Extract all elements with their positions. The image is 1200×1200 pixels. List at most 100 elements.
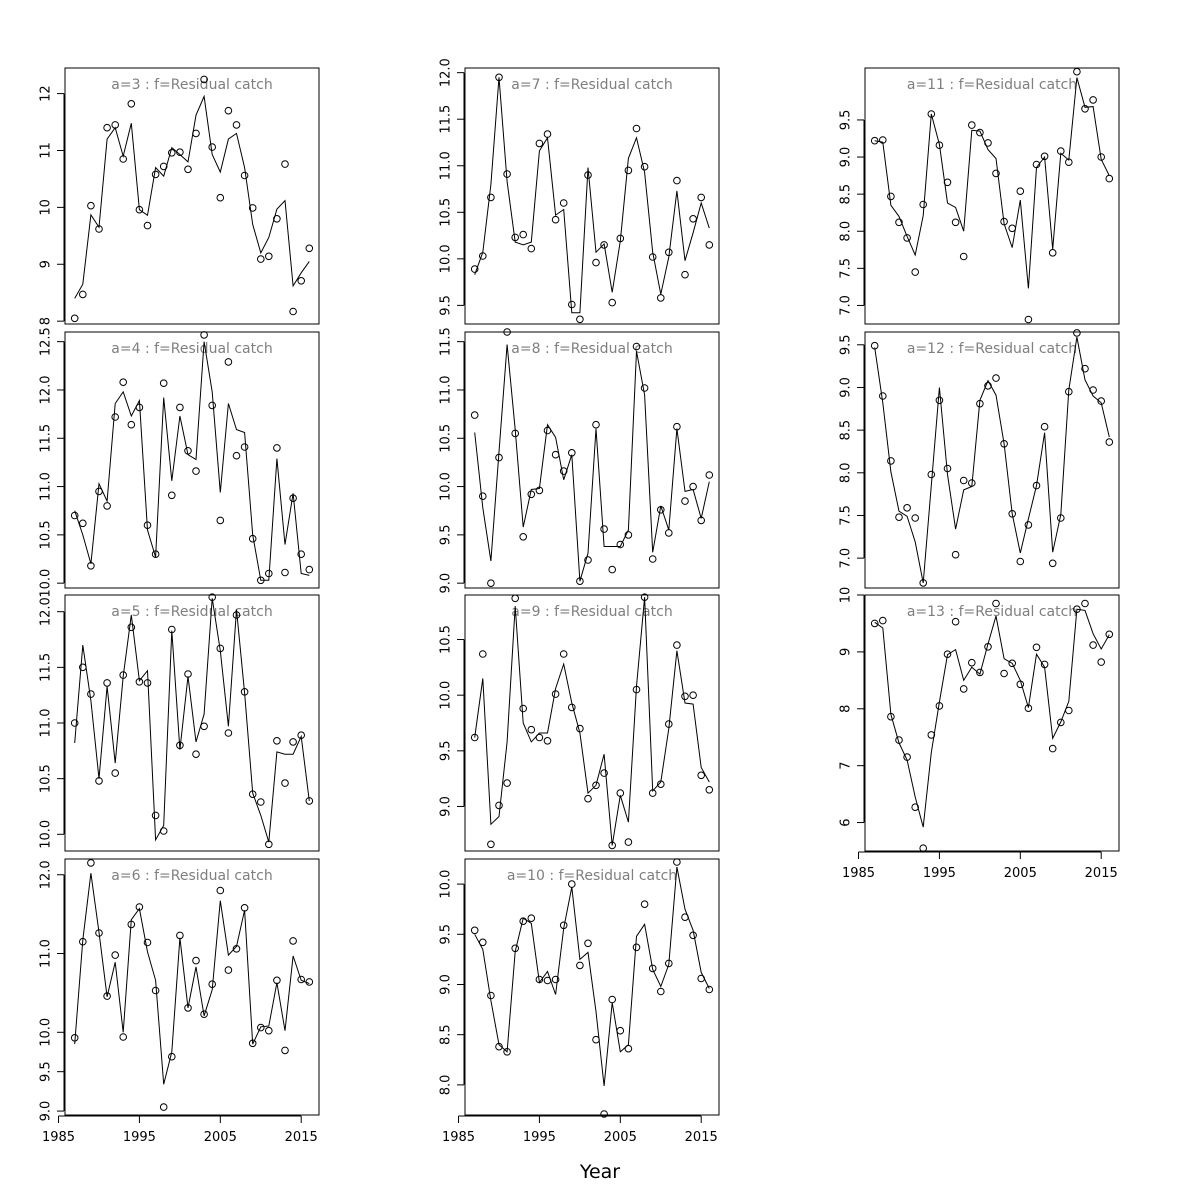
observed-point bbox=[584, 171, 592, 179]
observed-point bbox=[200, 331, 208, 339]
panel-title: a=3 : f=Residual catch bbox=[111, 77, 272, 93]
observed-point bbox=[648, 964, 657, 973]
fitted-line bbox=[474, 344, 710, 582]
panel-frame bbox=[464, 594, 720, 852]
observed-point bbox=[1073, 67, 1081, 76]
observed-point bbox=[665, 720, 673, 728]
x-tick-label: 2015 bbox=[685, 1130, 718, 1145]
panel-2: a=4 : f=Residual catch 10.0 10.5 11.0 11.5 12… bbox=[39, 327, 320, 598]
observed-point bbox=[648, 789, 657, 797]
fitted-line bbox=[474, 77, 710, 314]
observed-point bbox=[470, 411, 479, 419]
panel-9: a=11 : f=Residual catch 7.0 7.5 8.0 8.5 9.0 9.… bbox=[839, 67, 1120, 325]
observed-point bbox=[681, 692, 689, 701]
y-tick-label: 9.0 bbox=[839, 377, 854, 398]
observed-point bbox=[503, 328, 511, 336]
y-tick-label: 9.5 bbox=[839, 110, 854, 131]
observed-point bbox=[248, 1039, 257, 1048]
observed-point bbox=[1089, 641, 1097, 649]
observed-point bbox=[1016, 557, 1025, 566]
y-tick-label: 10.5 bbox=[39, 520, 54, 549]
observed-point bbox=[551, 690, 560, 698]
observed-point bbox=[1065, 706, 1073, 715]
observed-point bbox=[1048, 744, 1057, 753]
observed-point bbox=[305, 565, 314, 574]
observed-point bbox=[281, 160, 289, 168]
x-tick-label: 1985 bbox=[842, 866, 875, 881]
observed-point bbox=[111, 769, 119, 777]
observed-point bbox=[543, 976, 552, 985]
observed-point bbox=[568, 449, 576, 457]
observed-point bbox=[616, 1026, 625, 1035]
observed-point bbox=[119, 155, 127, 163]
observed-point bbox=[1008, 659, 1017, 668]
observed-point bbox=[681, 913, 689, 922]
observed-point bbox=[887, 712, 895, 721]
observed-point bbox=[111, 121, 119, 129]
observed-point bbox=[1024, 704, 1033, 713]
y-tick-label: 8.0 bbox=[439, 1075, 454, 1096]
observed-point bbox=[665, 248, 673, 257]
observed-point bbox=[184, 670, 192, 678]
observed-point bbox=[968, 658, 976, 667]
observed-point bbox=[265, 252, 273, 261]
observed-point bbox=[608, 841, 617, 850]
observed-point bbox=[1016, 680, 1025, 689]
fitted-line bbox=[874, 608, 1110, 828]
observed-point bbox=[176, 403, 184, 412]
observed-point bbox=[1057, 514, 1065, 522]
y-tick-label: 11.0 bbox=[39, 939, 54, 968]
observed-point bbox=[1065, 158, 1073, 166]
observed-point bbox=[232, 611, 241, 619]
observed-point bbox=[559, 921, 568, 930]
panel-11: a=13 : f=Residual catch 6 7 8 9 10 1985 1995 200… bbox=[839, 587, 1120, 881]
observed-point bbox=[281, 568, 289, 577]
observed-point bbox=[568, 300, 576, 309]
observed-point bbox=[470, 733, 479, 742]
panel-title: a=13 : f=Residual catch bbox=[907, 604, 1077, 620]
observed-point bbox=[559, 650, 568, 658]
observed-point bbox=[192, 750, 200, 759]
observed-point bbox=[297, 731, 306, 740]
panel-frame bbox=[64, 67, 320, 325]
observed-point bbox=[1040, 152, 1049, 161]
observed-point bbox=[159, 379, 168, 388]
fitted-line bbox=[874, 337, 1110, 583]
observed-point bbox=[87, 562, 95, 570]
observed-point bbox=[673, 422, 681, 431]
panel-frame bbox=[64, 331, 320, 589]
observed-point bbox=[103, 123, 111, 132]
observed-point bbox=[689, 931, 697, 940]
observed-point bbox=[1073, 605, 1081, 614]
observed-point bbox=[1081, 105, 1089, 113]
y-tick-label: 12.0 bbox=[39, 375, 54, 404]
observed-point bbox=[111, 413, 119, 421]
observed-point bbox=[640, 900, 649, 909]
panel-title: a=11 : f=Residual catch bbox=[907, 77, 1077, 93]
observed-point bbox=[992, 169, 1000, 178]
observed-point bbox=[487, 579, 495, 588]
observed-point bbox=[273, 215, 281, 223]
panel-3: a=5 : f=Residual catch 10.0 10.5 11.0 11.5 12… bbox=[39, 593, 320, 852]
observed-point bbox=[495, 453, 503, 462]
x-tick-label: 1995 bbox=[523, 1130, 556, 1145]
observed-point bbox=[79, 663, 87, 672]
panel-title: a=6 : f=Residual catch bbox=[111, 868, 272, 884]
observed-point bbox=[887, 192, 895, 201]
observed-point bbox=[208, 401, 216, 410]
y-tick-label: 8.5 bbox=[839, 184, 854, 205]
observed-point bbox=[959, 476, 968, 485]
y-tick-label: 9.0 bbox=[439, 974, 454, 995]
observed-point bbox=[535, 486, 544, 495]
observed-point bbox=[903, 504, 911, 512]
observed-point bbox=[689, 482, 697, 491]
observed-point bbox=[119, 671, 127, 679]
y-tick-label: 8.0 bbox=[839, 221, 854, 242]
observed-point bbox=[176, 741, 184, 750]
observed-point bbox=[584, 794, 592, 803]
observed-point bbox=[1040, 422, 1049, 431]
observed-point bbox=[511, 594, 520, 603]
observed-point bbox=[551, 450, 560, 459]
observed-point bbox=[681, 270, 689, 279]
x-axis-title: Year bbox=[579, 1161, 620, 1183]
